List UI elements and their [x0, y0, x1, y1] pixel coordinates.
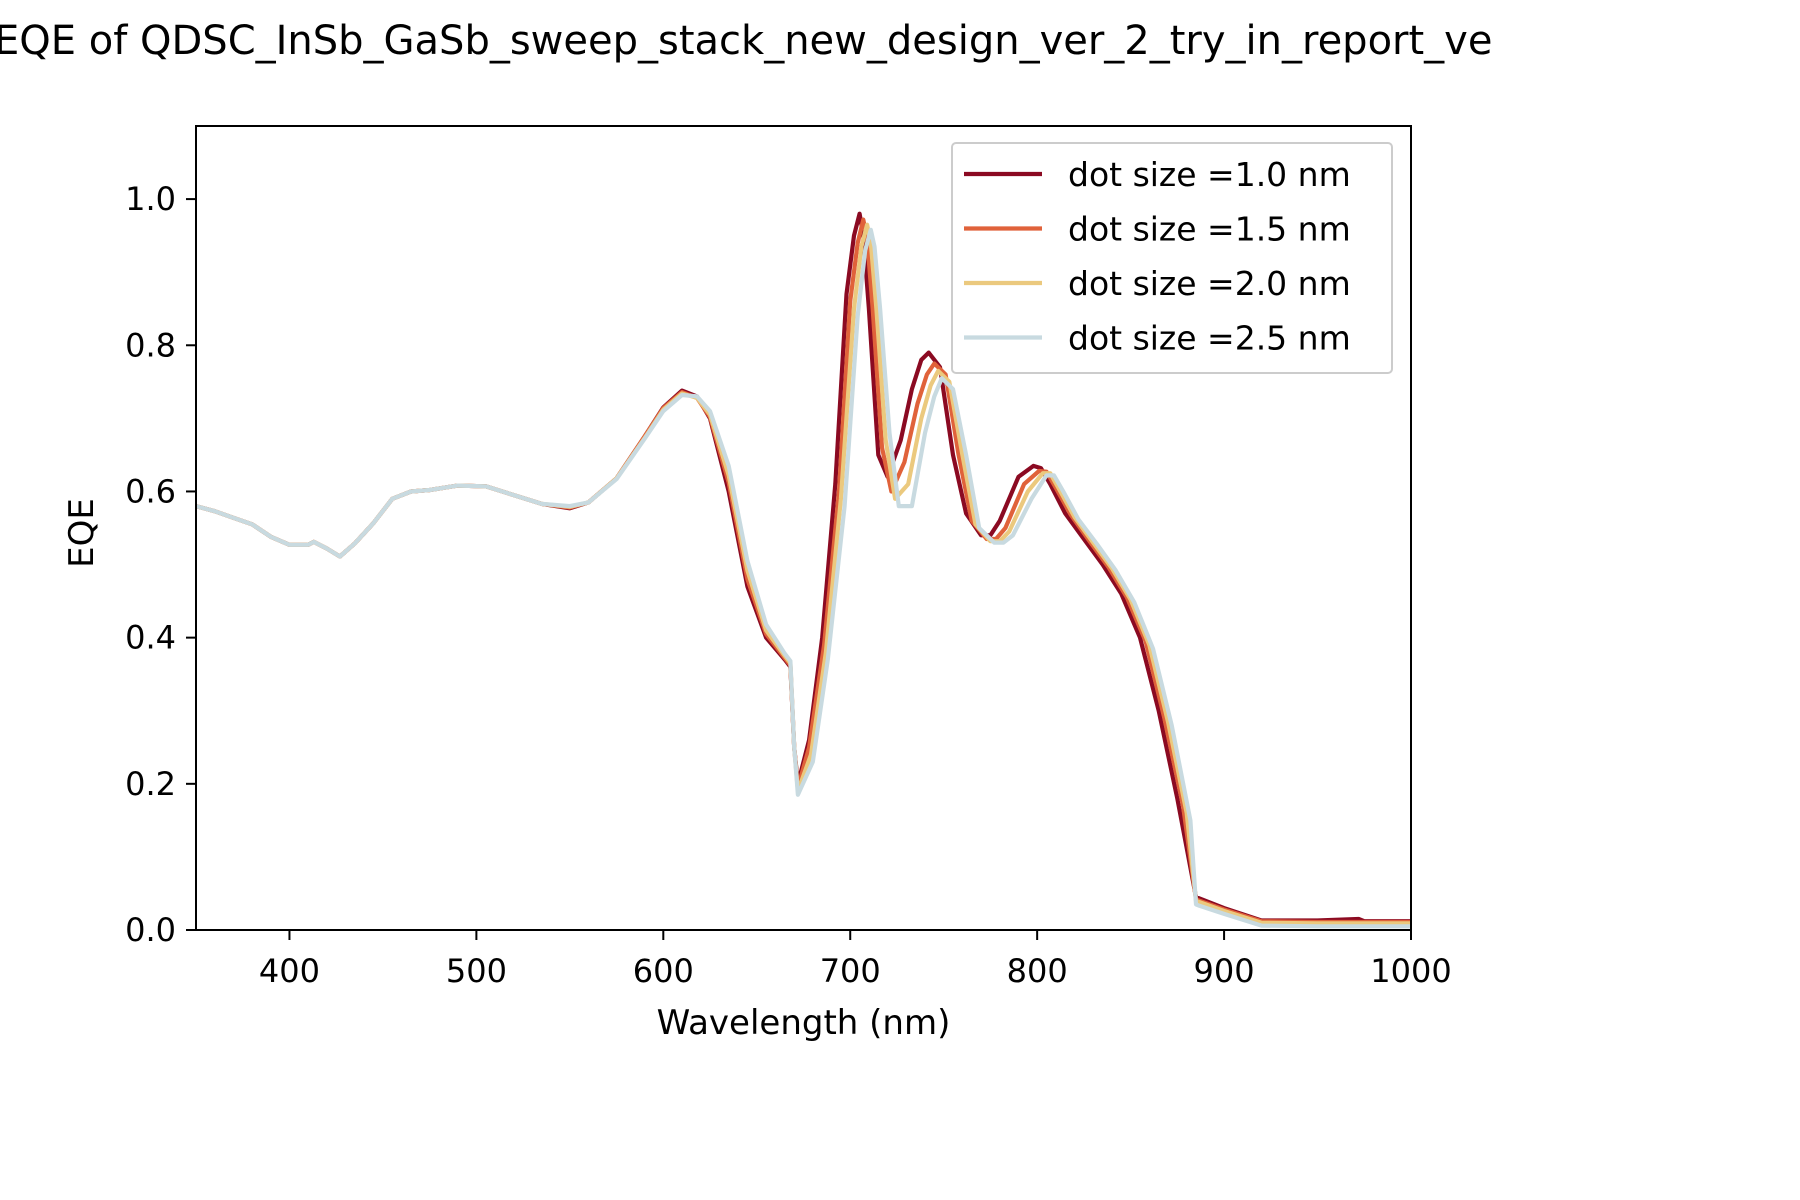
chart-title: EQE of QDSC_InSb_GaSb_sweep_stack_new_de…: [0, 18, 1492, 64]
y-tick-label: 0.4: [125, 619, 176, 657]
x-tick-label: 700: [820, 952, 881, 990]
x-axis: 400 500 600 700 800 900 1000: [259, 930, 1452, 990]
x-tick-label: 500: [446, 952, 507, 990]
x-axis-label: Wavelength (nm): [657, 1003, 951, 1043]
legend-label: dot size =2.0 nm: [1068, 264, 1351, 303]
y-axis: 0.0 0.2 0.4 0.6 0.8 1.0: [125, 180, 196, 949]
legend: dot size =1.0 nm dot size =1.5 nm dot size…: [951, 142, 1393, 374]
x-tick-label: 400: [259, 952, 320, 990]
y-tick-label: 0.0: [125, 911, 176, 949]
y-tick-label: 0.6: [125, 472, 176, 510]
legend-items: dot size =1.0 nm dot size =1.5 nm dot size…: [964, 155, 1351, 358]
legend-label: dot size =1.5 nm: [1068, 210, 1351, 249]
y-tick-label: 0.8: [125, 326, 176, 364]
legend-label: dot size =2.5 nm: [1068, 319, 1351, 358]
x-tick-label: 600: [633, 952, 694, 990]
y-tick-label: 1.0: [125, 180, 176, 218]
x-tick-label: 800: [1007, 952, 1068, 990]
plot-frame: [195, 125, 1412, 931]
eqe-chart: EQE of QDSC_InSb_GaSb_sweep_stack_new_de…: [0, 18, 1493, 1043]
x-tick-label: 1000: [1370, 952, 1451, 990]
x-tick-label: 900: [1194, 952, 1255, 990]
legend-label: dot size =1.0 nm: [1068, 155, 1351, 194]
y-axis-label: EQE: [62, 498, 102, 568]
series-line-4: [196, 227, 1411, 929]
plot-area: [195, 125, 1412, 931]
y-tick-label: 0.2: [125, 765, 176, 803]
series-layer: [196, 211, 1411, 929]
legend-box: [951, 142, 1393, 374]
